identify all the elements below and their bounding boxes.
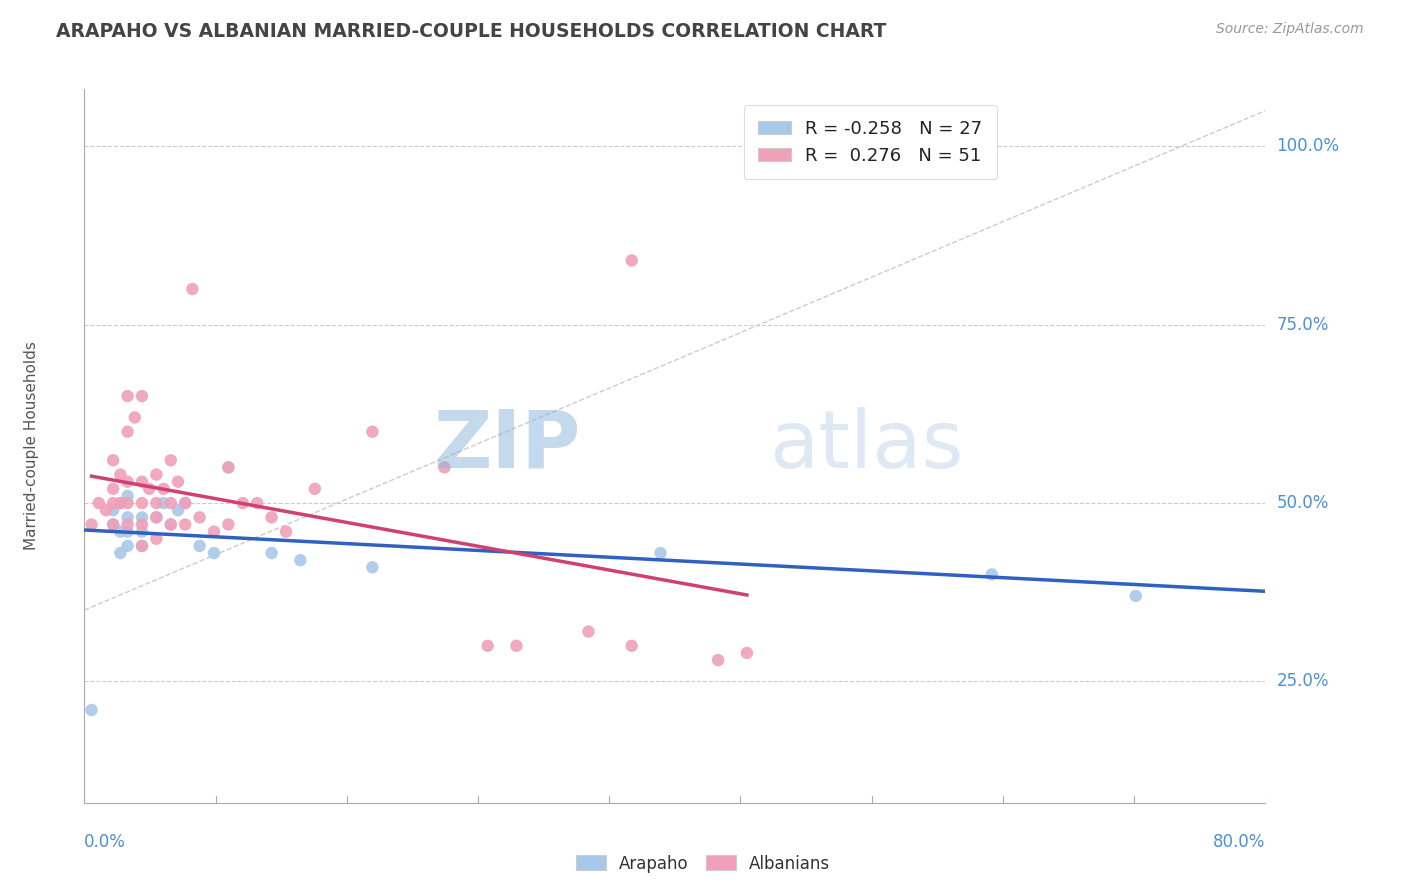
Text: ZIP: ZIP — [433, 407, 581, 485]
Point — [117, 510, 139, 524]
Point — [174, 496, 197, 510]
Point — [159, 453, 181, 467]
Point — [167, 475, 190, 489]
Point — [620, 639, 643, 653]
Point — [145, 510, 167, 524]
Point — [202, 546, 225, 560]
Point — [101, 482, 124, 496]
Point — [145, 496, 167, 510]
Point — [117, 489, 139, 503]
Text: 50.0%: 50.0% — [1277, 494, 1329, 512]
Text: atlas: atlas — [769, 407, 963, 485]
Point — [131, 496, 153, 510]
Point — [131, 389, 153, 403]
Point — [181, 282, 204, 296]
Point — [260, 546, 283, 560]
Point — [159, 517, 181, 532]
Point — [707, 653, 730, 667]
Point — [735, 646, 758, 660]
Point — [80, 703, 103, 717]
Point — [159, 517, 181, 532]
Text: 25.0%: 25.0% — [1277, 673, 1329, 690]
Point — [117, 425, 139, 439]
Point — [138, 482, 160, 496]
Point — [650, 546, 672, 560]
Point — [620, 253, 643, 268]
Point — [167, 503, 190, 517]
Point — [202, 524, 225, 539]
Point — [131, 510, 153, 524]
Text: ARAPAHO VS ALBANIAN MARRIED-COUPLE HOUSEHOLDS CORRELATION CHART: ARAPAHO VS ALBANIAN MARRIED-COUPLE HOUSE… — [56, 22, 887, 41]
Point — [246, 496, 269, 510]
Point — [174, 517, 197, 532]
Point — [145, 467, 167, 482]
Point — [217, 460, 239, 475]
Point — [124, 410, 146, 425]
Point — [117, 496, 139, 510]
Point — [131, 475, 153, 489]
Point — [110, 467, 132, 482]
Point — [117, 475, 139, 489]
Point — [188, 539, 211, 553]
Text: 80.0%: 80.0% — [1213, 833, 1265, 851]
Point — [145, 532, 167, 546]
Point — [361, 560, 384, 574]
Point — [131, 539, 153, 553]
Text: Married-couple Households: Married-couple Households — [24, 342, 39, 550]
Legend: R = -0.258   N = 27, R =  0.276   N = 51: R = -0.258 N = 27, R = 0.276 N = 51 — [744, 105, 997, 179]
Point — [110, 524, 132, 539]
Point — [110, 496, 132, 510]
Point — [80, 517, 103, 532]
Point — [101, 496, 124, 510]
Point — [117, 539, 139, 553]
Point — [159, 496, 181, 510]
Point — [188, 510, 211, 524]
Point — [433, 460, 456, 475]
Text: 0.0%: 0.0% — [84, 833, 127, 851]
Point — [101, 503, 124, 517]
Point — [145, 510, 167, 524]
Point — [101, 517, 124, 532]
Point — [131, 524, 153, 539]
Point — [87, 496, 110, 510]
Point — [117, 517, 139, 532]
Point — [110, 496, 132, 510]
Point — [304, 482, 326, 496]
Point — [232, 496, 254, 510]
Point — [152, 482, 174, 496]
Point — [117, 524, 139, 539]
Point — [477, 639, 499, 653]
Point — [290, 553, 312, 567]
Text: 75.0%: 75.0% — [1277, 316, 1329, 334]
Point — [217, 460, 239, 475]
Point — [174, 496, 197, 510]
Point — [260, 510, 283, 524]
Point — [131, 517, 153, 532]
Point — [152, 496, 174, 510]
Point — [505, 639, 527, 653]
Point — [101, 453, 124, 467]
Point — [110, 546, 132, 560]
Point — [217, 517, 239, 532]
Point — [578, 624, 600, 639]
Text: 100.0%: 100.0% — [1277, 137, 1340, 155]
Point — [94, 503, 117, 517]
Point — [1125, 589, 1147, 603]
Legend: Arapaho, Albanians: Arapaho, Albanians — [569, 848, 837, 880]
Point — [274, 524, 297, 539]
Text: Source: ZipAtlas.com: Source: ZipAtlas.com — [1216, 22, 1364, 37]
Point — [101, 517, 124, 532]
Point — [131, 539, 153, 553]
Point — [361, 425, 384, 439]
Point — [980, 567, 1002, 582]
Point — [117, 389, 139, 403]
